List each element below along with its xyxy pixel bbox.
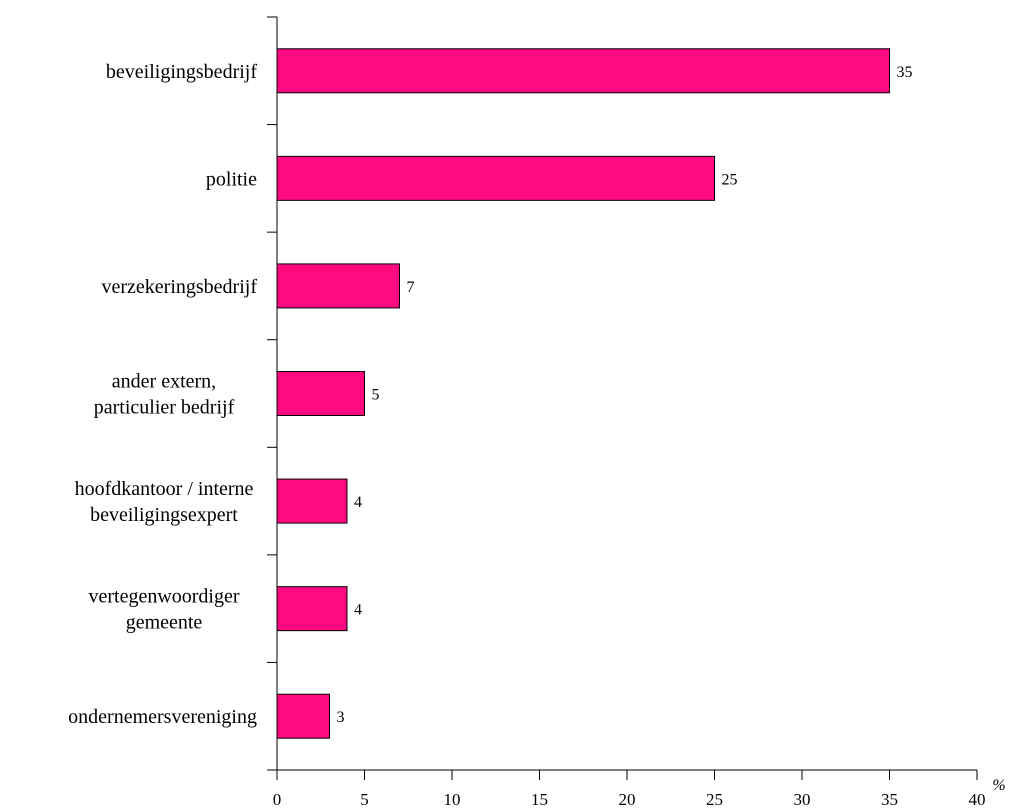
category-labels: beveiligingsbedrijf politie verzekeringsbe… — [68, 61, 257, 728]
category-label: ondernemersvereniging — [68, 706, 257, 728]
bar — [276, 263, 400, 309]
category-label: gemeente — [126, 612, 203, 634]
x-axis-ticks: 0 5 10 15 20 25 30 35 40 — [273, 770, 986, 809]
category-label: beveiligingsbedrijf — [106, 61, 257, 83]
category-label: verzekeringsbedrijf — [102, 276, 258, 298]
category-label: hoofdkantoor / interne — [75, 478, 254, 500]
bar-value-label: 5 — [372, 387, 380, 404]
category-label: politie — [206, 168, 257, 190]
bar — [276, 693, 330, 739]
bar-value-label: 25 — [722, 171, 738, 188]
x-tick-label: 25 — [706, 790, 723, 809]
x-axis-unit-label: % — [992, 777, 1005, 794]
category-label: ander extern, — [112, 371, 216, 393]
category-label: beveiligingsexpert — [90, 504, 238, 526]
bar — [276, 371, 365, 416]
x-tick-label: 10 — [444, 790, 461, 809]
bar-value-label: 4 — [354, 602, 362, 619]
x-tick-label: 35 — [881, 790, 898, 809]
y-axis-ticks — [267, 16, 277, 771]
category-label: vertegenwoordiger — [88, 586, 239, 608]
bar — [276, 586, 348, 632]
bar-value-label: 7 — [407, 279, 415, 296]
bar-value-label: 4 — [354, 494, 362, 511]
bar — [276, 155, 715, 201]
x-tick-label: 5 — [360, 790, 369, 809]
x-tick-label: 40 — [969, 790, 986, 809]
category-label: particulier bedrijf — [94, 397, 235, 419]
bar-value-label: 3 — [337, 709, 345, 726]
x-tick-label: 0 — [273, 790, 282, 809]
x-tick-label: 20 — [619, 790, 636, 809]
x-tick-label: 15 — [531, 790, 548, 809]
bar-value-label: 35 — [897, 64, 913, 81]
x-tick-label: 30 — [794, 790, 811, 809]
bar — [276, 48, 890, 94]
bars-group: 35 25 7 5 4 4 3 — [276, 48, 913, 739]
bar — [276, 478, 348, 524]
